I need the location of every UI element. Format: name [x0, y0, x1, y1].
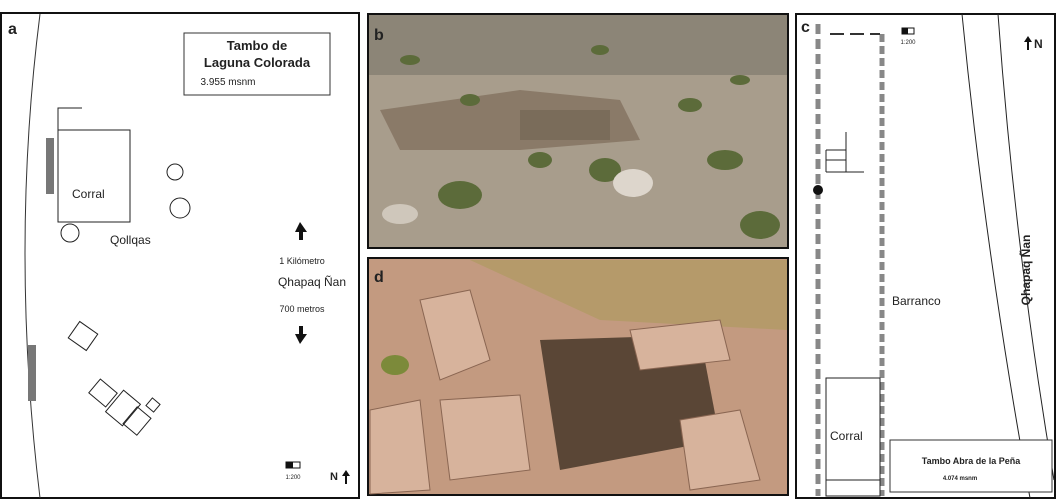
- distance: 1 Kilómetro: [279, 256, 325, 266]
- elevation: 4.074 msnm: [943, 476, 977, 482]
- label: Qollqas: [110, 233, 151, 247]
- label: Corral: [830, 429, 863, 443]
- scale: 1:200: [900, 40, 916, 46]
- figure: a Tambo de Laguna Colorada 3.955 msnm Co…: [0, 0, 1056, 500]
- panel-c: c 1:200 N Qhapaq Ñan Barranco Corral Tam…: [796, 14, 1055, 498]
- panel-d: d: [368, 258, 788, 495]
- elevation: 3.955 msnm: [200, 77, 255, 88]
- north: N: [330, 471, 338, 483]
- road-label: Qhapaq Ñan: [1018, 235, 1033, 306]
- distance: 700 metros: [279, 304, 325, 314]
- panel-label: a: [8, 21, 17, 38]
- map-title: Laguna Colorada: [204, 55, 311, 70]
- north: N: [1034, 37, 1043, 51]
- panel-label: c: [801, 19, 810, 36]
- panel-a: a Tambo de Laguna Colorada 3.955 msnm Co…: [1, 13, 359, 498]
- panel-b: b: [368, 14, 788, 248]
- map-title: Tambo de: [227, 38, 287, 53]
- site-title: Tambo Abra de la Peña: [922, 456, 1022, 466]
- road-label: Qhapaq Ñan: [278, 275, 346, 289]
- label: Barranco: [892, 294, 941, 308]
- panel-label: d: [374, 269, 384, 286]
- panel-label: b: [374, 27, 384, 44]
- label: Corral: [72, 187, 105, 201]
- scale: 1:200: [285, 475, 301, 481]
